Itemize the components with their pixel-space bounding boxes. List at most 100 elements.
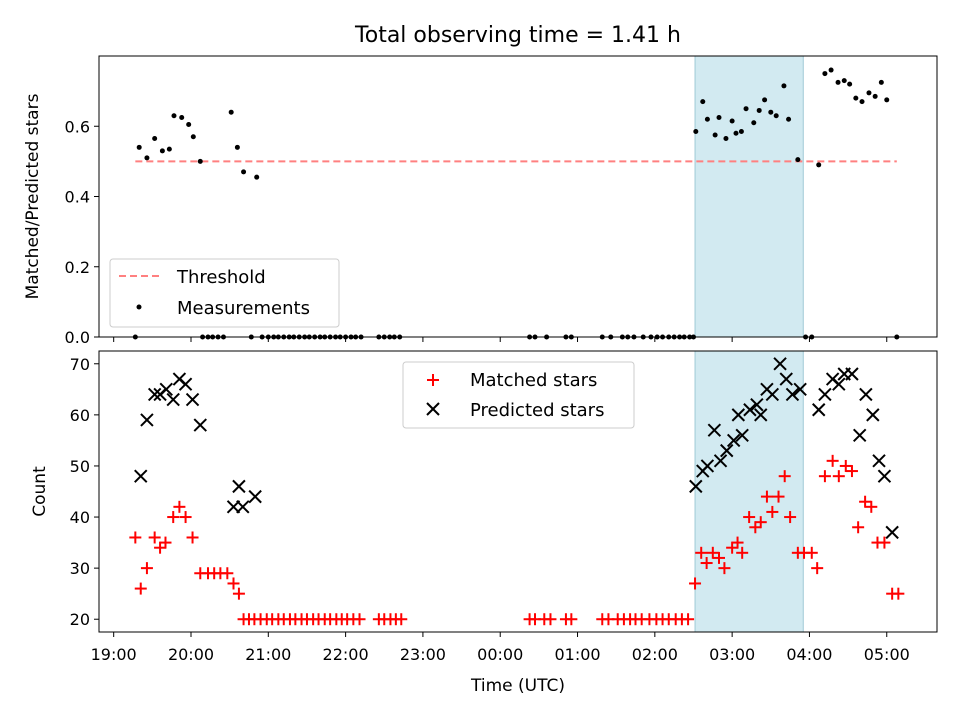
predicted-stars-point	[159, 382, 173, 397]
count-panel: 20 30 40 50 60 70 19:00 20:00 21:00 22:00 23:00 00…	[30, 350, 938, 696]
predicted-stars-point	[885, 525, 899, 540]
matched-stars-point	[826, 454, 839, 467]
matched-stars-point	[811, 562, 824, 575]
predicted-stars-point	[743, 403, 757, 417]
predicted-stars-point	[726, 433, 741, 448]
measurements-point	[822, 71, 828, 77]
measurements-point	[693, 129, 699, 135]
matched-stars-point	[852, 521, 865, 534]
predicted-stars-point	[735, 428, 749, 443]
ratio-y-axis-label: Matched/Predicted stars	[23, 93, 43, 299]
predicted-stars-point	[852, 428, 867, 443]
matched-stars-point	[148, 531, 161, 544]
measurements-point	[171, 113, 177, 119]
x-tick-label: 19:00	[91, 645, 137, 664]
matched-stars-point	[865, 500, 878, 513]
measurements-point	[828, 67, 834, 73]
measurements-point	[841, 78, 847, 84]
measurements-point	[884, 97, 890, 103]
predicted-stars-point	[193, 418, 207, 432]
matched-stars-point	[682, 613, 695, 626]
measurements-point	[768, 109, 774, 115]
y-tick-label: 50	[70, 457, 90, 476]
measurements-point	[234, 144, 240, 150]
matched-stars-point	[186, 531, 199, 544]
x-tick-label: 20:00	[168, 645, 214, 664]
count-legend-box	[402, 361, 635, 429]
matched-stars-point	[565, 613, 578, 626]
matched-stars-point	[718, 562, 731, 575]
measurements-point	[159, 148, 165, 154]
x-tick-label: 00:00	[477, 645, 523, 664]
measurements-point	[773, 113, 779, 119]
matched-stars-point	[845, 465, 858, 478]
predicted-stars-point	[793, 382, 807, 397]
measurements-point	[152, 136, 158, 142]
matched-stars-point	[159, 536, 172, 549]
measurements-point	[241, 169, 247, 175]
measurements-point	[743, 106, 749, 112]
matched-stars-point	[712, 551, 725, 564]
measurements-point	[228, 109, 234, 115]
predicted-stars-point	[754, 408, 768, 422]
matched-legend-swatch	[427, 374, 439, 386]
y-tick-label: 20	[70, 610, 90, 629]
y-tick-label: 0.6	[65, 117, 90, 136]
y-tick-label: 60	[70, 406, 90, 425]
x-tick-label: 01:00	[554, 645, 600, 664]
matched-stars-point	[221, 567, 234, 580]
measurements-legend-swatch	[136, 304, 142, 310]
measurements-point	[733, 130, 739, 136]
matched-stars-point	[859, 495, 872, 508]
measurements-point	[729, 118, 735, 124]
measurements-point	[704, 116, 710, 122]
matched-stars-point	[784, 511, 797, 524]
predicted-stars-point	[832, 377, 846, 391]
measurements-legend-label: Measurements	[177, 298, 310, 319]
predicted-stars-point	[859, 387, 873, 402]
ratio-legend: Threshold Measurements	[109, 258, 340, 328]
chart-title: Total observing time = 1.41 h	[354, 23, 681, 48]
matched-stars-point	[749, 521, 762, 534]
matched-stars-point	[743, 511, 756, 524]
measurements-point	[738, 129, 744, 135]
predicted-stars-point	[713, 454, 728, 468]
measurements-point	[190, 134, 196, 140]
x-tick-label: 05:00	[864, 645, 910, 664]
matched-stars-point	[129, 531, 142, 544]
measurements-point	[878, 79, 884, 85]
predicted-stars-point	[877, 469, 892, 483]
matched-stars-point	[695, 546, 708, 559]
x-tick-label: 23:00	[400, 645, 446, 664]
predicted-stars-point	[872, 454, 886, 468]
threshold-legend-label: Threshold	[176, 267, 266, 288]
predicted-legend-swatch	[426, 402, 440, 416]
measurements-point	[781, 83, 787, 89]
predicted-stars-point	[147, 387, 162, 402]
predicted-stars-point	[166, 392, 180, 407]
matched-stars-point	[167, 511, 180, 524]
predicted-stars-point	[845, 367, 859, 381]
measurements-point	[853, 95, 859, 101]
predicted-stars-point	[866, 408, 880, 422]
observing-window-span	[694, 55, 804, 338]
observing-window-span	[694, 350, 804, 633]
matched-stars-point	[544, 613, 557, 626]
y-tick-label: 40	[70, 508, 90, 527]
measurements-point	[716, 114, 722, 120]
predicted-stars-point	[750, 397, 764, 412]
predicted-stars-point	[765, 387, 780, 402]
x-tick-label: 03:00	[709, 645, 755, 664]
predicted-stars-point	[779, 372, 793, 386]
matched-stars-point	[805, 546, 818, 559]
predicted-stars-point	[236, 500, 250, 514]
predicted-stars-point	[720, 443, 734, 458]
ratio-panel: 0.0 0.2 0.4 0.6 Matched/Predicted stars Thr…	[23, 55, 938, 347]
predicted-stars-point	[707, 423, 722, 437]
measurements-point	[847, 81, 853, 87]
x-tick-label: 02:00	[632, 645, 678, 664]
matched-stars-point	[227, 577, 240, 590]
measurements-point	[197, 158, 203, 164]
matched-stars-point	[706, 546, 719, 559]
